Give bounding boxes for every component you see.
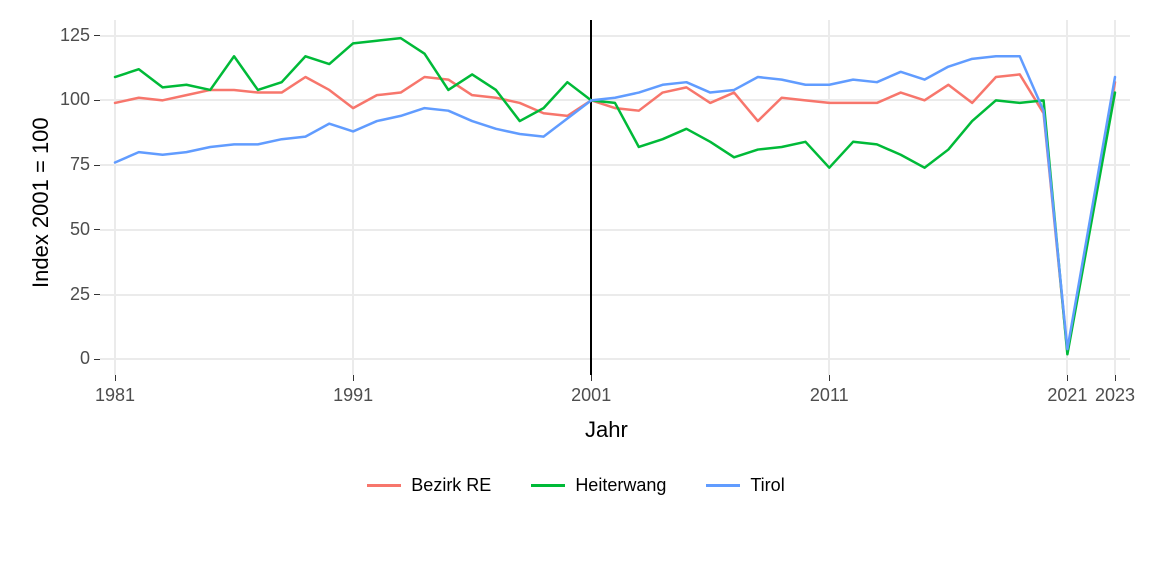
x-tick-label: 2001 [561, 385, 621, 406]
series-bezirk_re [115, 74, 1115, 351]
x-tick [829, 375, 830, 381]
x-tick-label: 2011 [799, 385, 859, 406]
legend: Bezirk RE Heiterwang Tirol [0, 475, 1152, 496]
x-axis-title: Jahr [585, 417, 628, 443]
y-tick [94, 359, 100, 360]
legend-swatch [531, 484, 565, 487]
y-axis-title: Index 2001 = 100 [28, 117, 54, 288]
y-tick-label: 100 [60, 89, 90, 110]
legend-label: Bezirk RE [411, 475, 491, 496]
x-tick [591, 375, 592, 381]
x-tick [353, 375, 354, 381]
x-tick [115, 375, 116, 381]
y-tick-label: 25 [70, 284, 90, 305]
x-tick [1115, 375, 1116, 381]
legend-label: Heiterwang [575, 475, 666, 496]
legend-label: Tirol [750, 475, 784, 496]
y-tick-label: 0 [80, 348, 90, 369]
y-tick-label: 75 [70, 154, 90, 175]
legend-swatch [706, 484, 740, 487]
y-tick [94, 165, 100, 166]
legend-item-heiterwang: Heiterwang [531, 475, 666, 496]
y-tick-label: 50 [70, 219, 90, 240]
legend-item-tirol: Tirol [706, 475, 784, 496]
y-tick-label: 125 [60, 25, 90, 46]
x-tick [1067, 375, 1068, 381]
legend-item-bezirk_re: Bezirk RE [367, 475, 491, 496]
series-tirol [115, 56, 1115, 349]
y-tick [94, 35, 100, 36]
legend-swatch [367, 484, 401, 487]
x-tick-label: 1981 [85, 385, 145, 406]
y-tick [94, 229, 100, 230]
x-tick-label: 1991 [323, 385, 383, 406]
series-heiterwang [115, 38, 1115, 354]
y-tick [94, 294, 100, 295]
y-tick [94, 100, 100, 101]
chart-container: 198119912001201120212023 0255075100125 J… [0, 0, 1152, 576]
x-tick-label: 2023 [1085, 385, 1145, 406]
